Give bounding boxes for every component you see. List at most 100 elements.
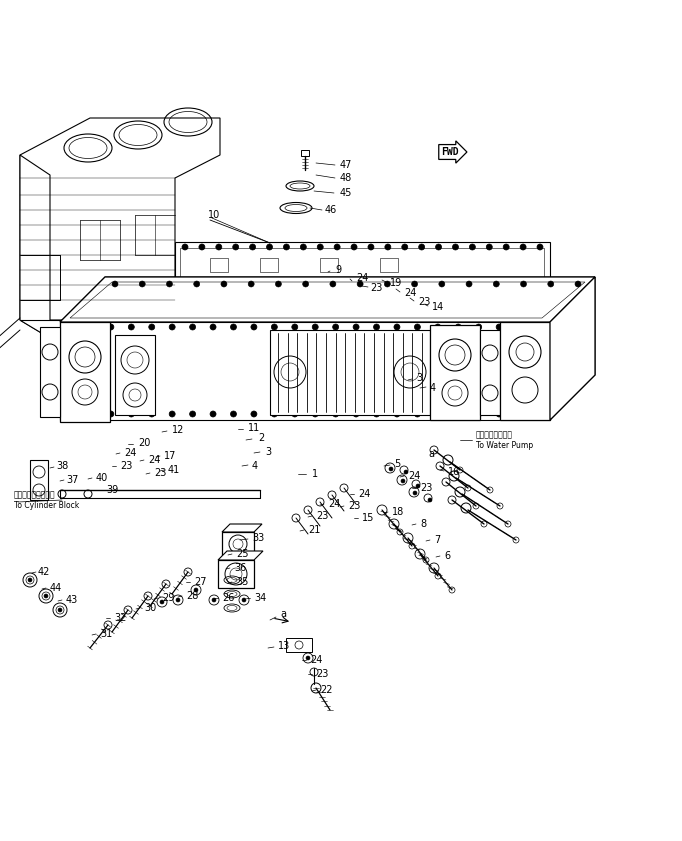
Polygon shape bbox=[60, 322, 550, 420]
Polygon shape bbox=[270, 330, 430, 415]
Circle shape bbox=[300, 312, 306, 318]
Circle shape bbox=[112, 281, 118, 287]
Text: a: a bbox=[280, 609, 286, 619]
Polygon shape bbox=[20, 118, 220, 320]
Circle shape bbox=[216, 244, 222, 250]
Polygon shape bbox=[20, 320, 175, 338]
Circle shape bbox=[401, 479, 405, 483]
Circle shape bbox=[456, 324, 461, 330]
Text: a: a bbox=[428, 449, 434, 459]
Text: 35: 35 bbox=[236, 577, 248, 587]
Circle shape bbox=[216, 312, 222, 318]
Bar bbox=[380, 258, 398, 272]
Circle shape bbox=[267, 312, 273, 318]
Text: 46: 46 bbox=[325, 205, 338, 215]
Polygon shape bbox=[30, 460, 48, 500]
Circle shape bbox=[194, 281, 200, 287]
Circle shape bbox=[394, 411, 400, 417]
Text: 19: 19 bbox=[390, 278, 402, 288]
Circle shape bbox=[169, 411, 175, 417]
Circle shape bbox=[520, 312, 526, 318]
Bar bbox=[260, 258, 278, 272]
Circle shape bbox=[402, 312, 408, 318]
Circle shape bbox=[58, 608, 62, 612]
Polygon shape bbox=[218, 551, 263, 560]
Circle shape bbox=[28, 578, 32, 582]
Circle shape bbox=[537, 244, 543, 250]
Circle shape bbox=[419, 312, 425, 318]
Text: 16: 16 bbox=[448, 467, 460, 477]
Text: 38: 38 bbox=[56, 461, 68, 471]
Circle shape bbox=[284, 244, 289, 250]
Circle shape bbox=[194, 588, 198, 592]
Circle shape bbox=[385, 244, 391, 250]
Circle shape bbox=[333, 411, 339, 417]
Text: 17: 17 bbox=[164, 451, 177, 461]
Circle shape bbox=[300, 244, 306, 250]
Circle shape bbox=[306, 656, 310, 660]
Text: 32: 32 bbox=[114, 613, 126, 623]
Text: 2: 2 bbox=[258, 433, 264, 443]
Polygon shape bbox=[222, 524, 262, 532]
Polygon shape bbox=[430, 325, 480, 420]
Text: 24: 24 bbox=[148, 455, 160, 465]
Text: 18: 18 bbox=[392, 507, 404, 517]
Circle shape bbox=[149, 411, 155, 417]
Circle shape bbox=[276, 281, 282, 287]
Circle shape bbox=[330, 281, 336, 287]
Circle shape bbox=[385, 281, 390, 287]
Circle shape bbox=[516, 411, 522, 417]
Circle shape bbox=[248, 281, 254, 287]
Circle shape bbox=[419, 244, 425, 250]
Text: 48: 48 bbox=[340, 173, 352, 183]
Polygon shape bbox=[40, 327, 60, 417]
Circle shape bbox=[415, 324, 420, 330]
Circle shape bbox=[496, 324, 502, 330]
Polygon shape bbox=[218, 560, 254, 588]
Circle shape bbox=[176, 598, 180, 602]
Text: 24: 24 bbox=[408, 471, 420, 481]
Circle shape bbox=[199, 312, 205, 318]
Text: 24: 24 bbox=[124, 448, 136, 458]
Circle shape bbox=[357, 281, 363, 287]
Circle shape bbox=[271, 324, 278, 330]
Circle shape bbox=[292, 324, 298, 330]
Circle shape bbox=[374, 411, 379, 417]
Text: 13: 13 bbox=[278, 641, 291, 651]
Circle shape bbox=[520, 281, 527, 287]
Circle shape bbox=[476, 411, 481, 417]
Circle shape bbox=[402, 244, 408, 250]
Circle shape bbox=[548, 281, 554, 287]
Text: 23: 23 bbox=[154, 468, 166, 478]
Circle shape bbox=[210, 411, 216, 417]
Circle shape bbox=[368, 244, 374, 250]
Circle shape bbox=[374, 324, 379, 330]
Circle shape bbox=[575, 281, 581, 287]
Polygon shape bbox=[480, 330, 500, 415]
Polygon shape bbox=[175, 242, 550, 320]
Text: 3: 3 bbox=[416, 373, 422, 383]
Circle shape bbox=[516, 324, 522, 330]
Circle shape bbox=[452, 312, 458, 318]
Circle shape bbox=[503, 244, 509, 250]
Text: 20: 20 bbox=[138, 438, 150, 448]
Text: 24: 24 bbox=[358, 489, 370, 499]
Circle shape bbox=[317, 244, 323, 250]
Text: 39: 39 bbox=[106, 485, 118, 495]
Circle shape bbox=[231, 411, 237, 417]
Circle shape bbox=[503, 312, 509, 318]
Circle shape bbox=[67, 411, 73, 417]
Circle shape bbox=[404, 470, 408, 474]
Circle shape bbox=[351, 312, 357, 318]
Text: 45: 45 bbox=[340, 188, 353, 198]
Circle shape bbox=[496, 411, 502, 417]
Circle shape bbox=[250, 244, 256, 250]
Text: 6: 6 bbox=[444, 551, 450, 561]
Text: 24: 24 bbox=[356, 273, 368, 283]
Text: 42: 42 bbox=[38, 567, 50, 577]
Polygon shape bbox=[550, 277, 595, 420]
Circle shape bbox=[394, 324, 400, 330]
Text: 14: 14 bbox=[432, 302, 444, 312]
Circle shape bbox=[108, 324, 114, 330]
Text: 22: 22 bbox=[320, 685, 333, 695]
